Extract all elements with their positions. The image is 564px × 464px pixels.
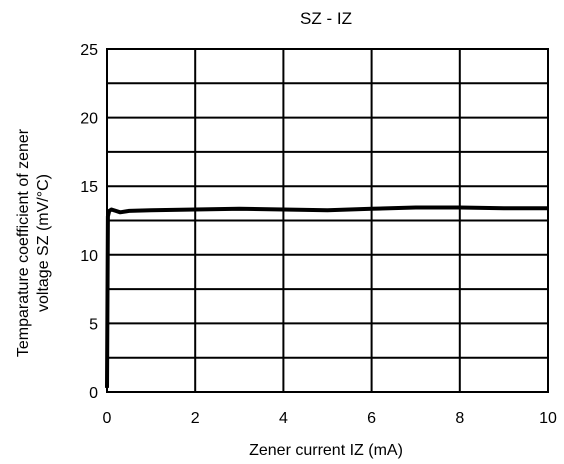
grid	[106, 48, 549, 393]
y-tick-label: 5	[89, 316, 98, 333]
series-line	[105, 205, 548, 388]
y-tick-labels: 0 5 10 15 20 25	[80, 42, 98, 402]
y-axis-label-line-1: Temparature coefficient of zener	[15, 128, 32, 357]
y-tick-label: 10	[80, 248, 98, 265]
y-axis-label: Temparature coefficient of zener voltage…	[15, 128, 52, 357]
x-tick-labels: 0 2 4 6 8 10	[103, 410, 557, 427]
x-tick-label: 4	[279, 410, 288, 427]
x-tick-label: 2	[191, 410, 200, 427]
x-tick-label: 6	[367, 410, 376, 427]
x-tick-label: 10	[539, 410, 557, 427]
x-tick-label: 0	[103, 410, 112, 427]
chart-title: SZ - IZ	[300, 9, 352, 28]
y-axis-label-line-2: voltage SZ (mV/°C)	[35, 174, 52, 312]
y-tick-label: 25	[80, 42, 98, 59]
x-tick-label: 8	[455, 410, 464, 427]
y-tick-label: 0	[89, 385, 98, 402]
y-tick-label: 15	[80, 179, 98, 196]
y-tick-label: 20	[80, 111, 98, 128]
x-axis-label: Zener current IZ (mA)	[249, 442, 403, 459]
